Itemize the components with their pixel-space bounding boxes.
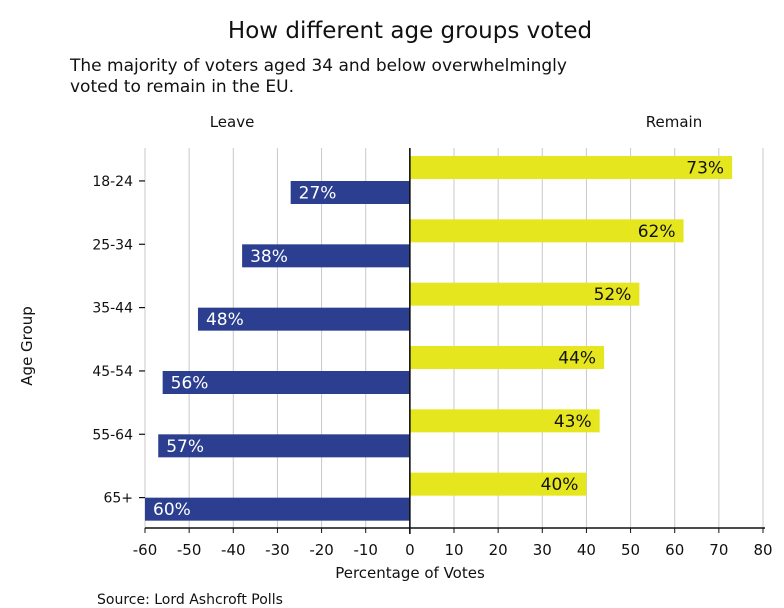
x-tick-label: -50: [177, 541, 202, 559]
remain-bar: [409, 409, 600, 433]
y-tick-label: 35-44: [92, 301, 133, 317]
bars: [145, 156, 733, 521]
y-tick-label: 65+: [103, 491, 133, 507]
text-layer: How different age groups voted The major…: [18, 18, 773, 608]
leave-bar-label: 48%: [206, 310, 244, 330]
x-tick-label: 20: [489, 541, 508, 559]
remain-bar: [409, 346, 605, 369]
leave-bar: [197, 307, 410, 331]
x-tick-label: 50: [621, 541, 640, 559]
remain-bar-label: 43%: [554, 412, 592, 432]
source-note: Source: Lord Ashcroft Polls: [97, 592, 283, 608]
leave-bar: [158, 434, 410, 458]
y-axis-label: Age Group: [18, 306, 36, 385]
chart-subtitle-line-2: voted to remain in the EU.: [70, 77, 294, 97]
remain-bar-label: 40%: [541, 475, 579, 495]
remain-side-label: Remain: [646, 113, 702, 131]
remain-bar-label: 52%: [594, 285, 632, 305]
x-tick-label: 30: [533, 541, 552, 559]
leave-bar-label: 27%: [299, 184, 337, 204]
x-tick-label: -60: [133, 541, 158, 559]
chart-title: How different age groups voted: [228, 18, 592, 44]
remain-bar: [409, 156, 733, 179]
leave-bar-label: 60%: [153, 500, 191, 520]
remain-bar: [409, 219, 684, 243]
x-tick-label: -30: [265, 541, 290, 559]
grid-lines: [144, 148, 764, 528]
x-tick-label: 0: [405, 541, 415, 559]
leave-bar-label: 57%: [166, 437, 204, 457]
x-axis-label: Percentage of Votes: [335, 564, 485, 582]
y-tick-label: 18-24: [92, 174, 133, 190]
y-tick-label: 55-64: [92, 427, 133, 443]
remain-bar-label: 73%: [686, 159, 724, 179]
remain-bar-label: 62%: [638, 222, 676, 242]
x-tick-label: 40: [577, 541, 596, 559]
leave-bar: [162, 371, 410, 394]
chart-subtitle-line-1: The majority of voters aged 34 and below…: [69, 56, 567, 76]
leave-bar-label: 56%: [171, 374, 209, 394]
x-tick-label: -10: [353, 541, 378, 559]
x-tick-label: 60: [665, 541, 684, 559]
leave-bar-label: 38%: [250, 247, 288, 267]
x-tick-label: 10: [444, 541, 463, 559]
leave-bar: [290, 181, 410, 204]
x-tick-label: -40: [221, 541, 246, 559]
leave-bar: [145, 497, 410, 521]
y-tick-label: 25-34: [92, 237, 133, 253]
remain-bar: [409, 282, 640, 306]
remain-bar: [409, 472, 587, 496]
y-tick-label: 45-54: [92, 364, 133, 380]
x-tick-label: 70: [709, 541, 728, 559]
x-tick-label: 80: [753, 541, 772, 559]
x-tick-label: -20: [309, 541, 334, 559]
leave-side-label: Leave: [210, 113, 255, 131]
leave-bar: [242, 244, 410, 268]
remain-bar-label: 44%: [558, 349, 596, 369]
axes: [139, 148, 765, 534]
